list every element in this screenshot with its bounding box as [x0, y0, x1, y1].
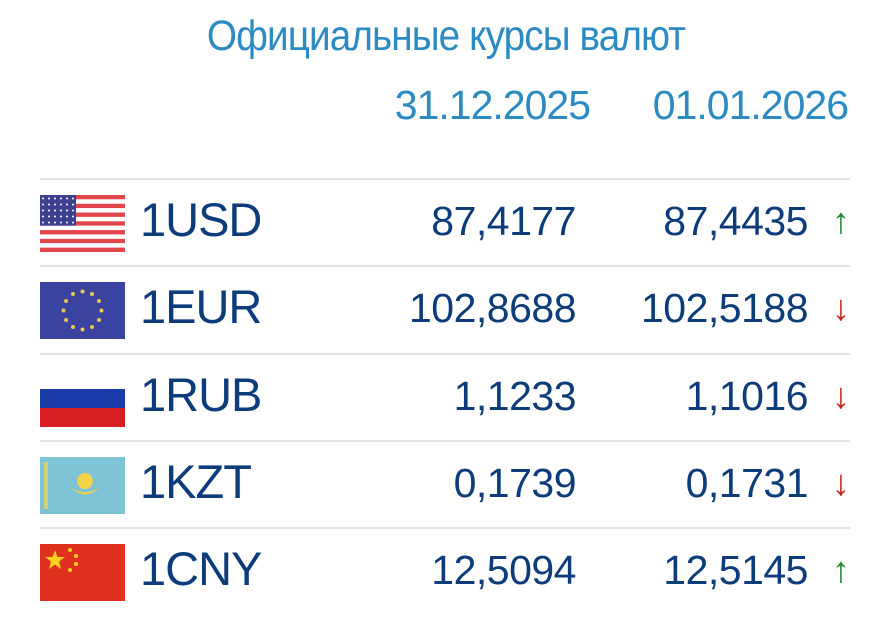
ru-flag-icon [40, 369, 125, 427]
currency-code: 1RUB [140, 367, 262, 421]
arrow-down-icon: ↓ [832, 287, 850, 329]
date-previous: 31.12.2025 [394, 82, 591, 128]
rate-current: 102,5188 [640, 285, 809, 332]
rate-previous: 0,1739 [453, 459, 577, 506]
rate-row-kzt: 1KZT 0,1739 0,1731 ↓ [40, 439, 850, 529]
arrow-down-icon: ↓ [832, 374, 850, 416]
arrow-up-icon: ↑ [832, 549, 850, 591]
rate-row-usd: 1USD 87,4177 87,4435 ↑ [40, 178, 850, 267]
arrow-up-icon: ↑ [832, 200, 850, 241]
kz-flag-icon [40, 456, 125, 514]
currency-code: 1KZT [140, 454, 252, 508]
currency-code: 1CNY [140, 542, 262, 596]
page-title: Официальные курсы валют [206, 12, 686, 60]
rate-current: 0,1731 [685, 459, 809, 506]
rate-current: 1,1016 [685, 372, 809, 419]
date-current: 01.01.2026 [652, 82, 849, 128]
rate-row-eur: 1EUR 102,8688 102,5188 ↓ [40, 265, 850, 354]
currency-code: 1EUR [140, 280, 262, 334]
arrow-down-icon: ↓ [832, 461, 850, 503]
rate-current: 12,5145 [663, 547, 808, 594]
eu-flag-icon [40, 282, 125, 340]
us-flag-icon [40, 195, 125, 252]
cn-flag-icon [40, 544, 125, 602]
currency-code: 1USD [140, 193, 262, 246]
rate-row-rub: 1RUB 1,1233 1,1016 ↓ [40, 352, 850, 442]
rate-previous: 12,5094 [431, 547, 576, 594]
rate-current: 87,4435 [663, 198, 808, 244]
rate-row-cny: 1CNY 12,5094 12,5145 ↑ [40, 527, 850, 616]
rate-previous: 1,1233 [453, 372, 577, 419]
rate-previous: 102,8688 [408, 285, 577, 332]
rate-previous: 87,4177 [431, 198, 576, 244]
